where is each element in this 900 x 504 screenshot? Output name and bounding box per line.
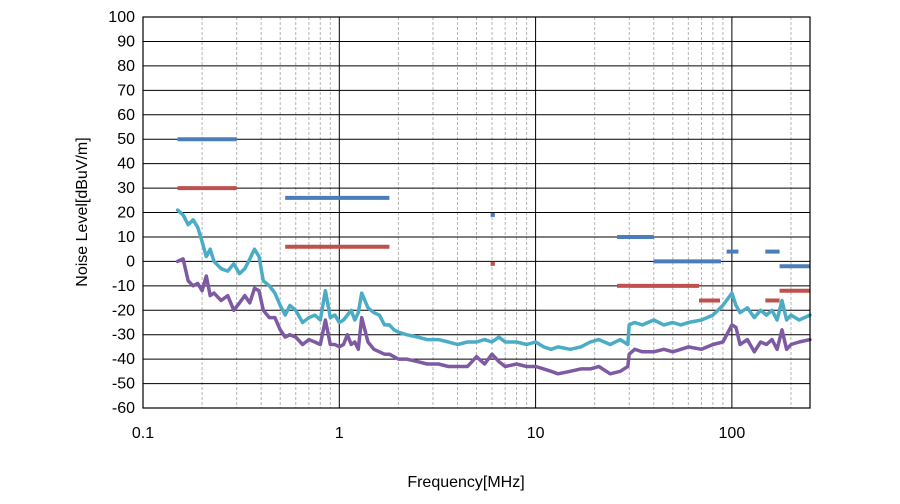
y-tick-label: -20: [112, 302, 135, 319]
plot-border: [142, 16, 811, 409]
y-tick-label: -60: [112, 400, 135, 417]
measurement-traces: [175, 208, 812, 376]
y-tick-label: -30: [112, 327, 135, 344]
y-tick-label: 40: [117, 156, 135, 173]
x-tick-label: 100: [719, 425, 746, 442]
trace-lower: [175, 257, 812, 376]
y-tick-label: 20: [117, 205, 135, 222]
y-tick-label: -50: [112, 376, 135, 393]
y-tick-label: 100: [108, 9, 135, 26]
x-tick-label: 1: [335, 425, 344, 442]
x-tick-labels: 0.1 1 10 100: [132, 425, 745, 442]
y-tick-label: 70: [117, 82, 135, 99]
limit-lines: [177, 137, 810, 303]
y-tick-label: -10: [112, 278, 135, 295]
y-tick-label: 30: [117, 180, 135, 197]
x-tick-label: 10: [527, 425, 545, 442]
y-tick-label: -40: [112, 351, 135, 368]
y-axis-title: Noise Level[dBuV/m]: [74, 137, 91, 286]
y-tick-label: 60: [117, 107, 135, 124]
y-tick-label: 90: [117, 33, 135, 50]
x-tick-label: 0.1: [132, 425, 154, 442]
trace-upper: [175, 208, 812, 352]
y-tick-label: 10: [117, 229, 135, 246]
y-tick-label: 50: [117, 131, 135, 148]
y-tick-label: 80: [117, 58, 135, 75]
x-axis-title: Frequency[MHz]: [407, 474, 524, 491]
y-tick-label: 0: [126, 253, 135, 270]
